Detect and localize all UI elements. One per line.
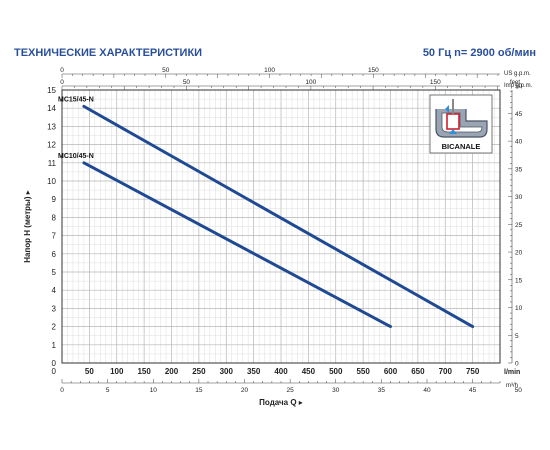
x-tick-label: 350	[247, 367, 261, 376]
y-axis-title: Напор H (метры) ▸	[23, 190, 32, 263]
m3h-tick-label: 5	[106, 387, 110, 394]
m3h-tick-label: 45	[469, 387, 477, 394]
bicanale-inset: BICANALE	[429, 94, 493, 154]
top-axis-tick-label: 50	[162, 67, 170, 74]
m3h-tick-label: 10	[150, 387, 158, 394]
feet-tick-label: 5	[515, 333, 519, 340]
feet-tick-label: 35	[515, 166, 523, 173]
impeller-icon	[446, 113, 460, 130]
m3h-tick-label: 20	[241, 387, 249, 394]
feet-tick-label: 0	[515, 361, 519, 368]
x-tick-label: 400	[274, 367, 288, 376]
x-tick-label: 650	[411, 367, 425, 376]
m3h-tick-label: 0	[60, 387, 64, 394]
m3h-unit-label: m³/h	[506, 383, 518, 389]
top-axis-unit-label: Imp g.p.m.	[504, 83, 533, 89]
top-axis-tick-label: 150	[430, 79, 441, 86]
y-tick-label: 8	[52, 213, 57, 222]
feet-tick-label: 30	[515, 194, 523, 201]
top-axis-tick-label: 150	[368, 67, 379, 74]
top-axis-tick-label: 0	[60, 79, 64, 86]
y-tick-label: 11	[48, 159, 57, 168]
series-label: MC15/45-N	[58, 96, 94, 103]
top-axis-tick-label: 100	[264, 67, 275, 74]
y-tick-label: 1	[52, 341, 57, 350]
x-unit-label: l/min	[504, 369, 520, 376]
feet-unit-label: feet	[510, 80, 520, 86]
flow-arrow-icon	[449, 129, 457, 134]
chart-title-left: ТЕХНИЧЕСКИЕ ХАРАКТЕРИСТИКИ	[14, 47, 203, 59]
series-line-mc15-45-n	[82, 104, 475, 329]
series-label: MC10/45-N	[58, 153, 94, 160]
y-tick-label: 0	[52, 359, 57, 368]
x-axis-title: Подача Q ▸	[259, 398, 303, 407]
m3h-tick-label: 15	[195, 387, 203, 394]
x-tick-label: 450	[302, 367, 316, 376]
x-tick-label: 100	[110, 367, 124, 376]
x-tick-label: 250	[192, 367, 206, 376]
top-axis-tick-label: 50	[183, 79, 191, 86]
feet-tick-label: 15	[515, 277, 523, 284]
m3h-tick-label: 25	[287, 387, 295, 394]
feet-tick-label: 50	[515, 83, 523, 90]
x-tick-label: 550	[356, 367, 370, 376]
m3h-tick-label: 35	[378, 387, 386, 394]
feet-tick-label: 10	[515, 305, 523, 312]
top-axis-unit-label: US g.p.m.	[504, 71, 531, 77]
m3h-tick-label: 50	[515, 387, 523, 394]
x-tick-label: 150	[137, 367, 151, 376]
y-tick-label: 3	[52, 304, 57, 313]
flow-arrow-icon	[445, 105, 449, 113]
m3h-tick-label: 40	[423, 387, 431, 394]
x-tick-label: 300	[220, 367, 234, 376]
feet-tick-label: 40	[515, 139, 523, 146]
x-tick-label: 0	[52, 367, 57, 376]
x-tick-label: 500	[329, 367, 343, 376]
m3h-tick-label: 30	[332, 387, 340, 394]
x-tick-label: 50	[85, 367, 94, 376]
chart-title-right: 50 Гц n= 2900 об/мин	[422, 47, 536, 59]
x-tick-label: 600	[384, 367, 398, 376]
y-tick-label: 14	[47, 104, 56, 113]
x-tick-label: 750	[466, 367, 480, 376]
y-tick-label: 5	[52, 268, 57, 277]
inset-label: BICANALE	[442, 142, 481, 151]
y-tick-label: 2	[52, 323, 57, 332]
y-tick-label: 6	[52, 250, 57, 259]
y-tick-label: 15	[47, 86, 56, 95]
series-line-mc10-45-n	[82, 161, 392, 329]
feet-tick-label: 20	[515, 250, 523, 257]
y-tick-label: 13	[47, 122, 56, 131]
top-axis-tick-label: 100	[305, 79, 316, 86]
y-tick-label: 12	[47, 141, 56, 150]
feet-tick-label: 25	[515, 222, 523, 229]
x-tick-label: 200	[165, 367, 179, 376]
top-axis-tick-label: 0	[60, 67, 64, 74]
feet-tick-label: 45	[515, 111, 523, 118]
y-tick-label: 4	[52, 286, 57, 295]
y-tick-label: 10	[47, 177, 56, 186]
plot-frame	[61, 89, 501, 364]
y-tick-label: 7	[52, 232, 57, 241]
x-tick-label: 700	[439, 367, 453, 376]
y-tick-label: 9	[52, 195, 57, 204]
